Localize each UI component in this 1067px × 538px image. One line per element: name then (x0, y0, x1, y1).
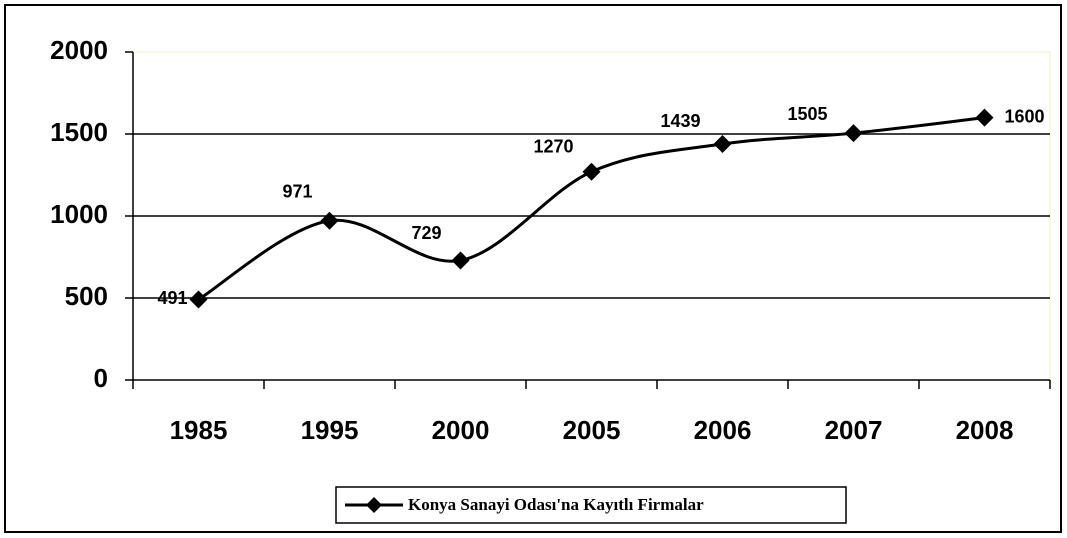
y-tick-label: 2000 (50, 35, 108, 65)
data-label: 1439 (660, 111, 700, 131)
y-tick-label: 500 (65, 281, 108, 311)
data-label: 971 (282, 182, 312, 202)
chart-border (4, 4, 1062, 533)
legend-marker (366, 497, 382, 513)
legend-label: Konya Sanayi Odası'na Kayıtlı Firmalar (408, 495, 704, 514)
legend-box (335, 486, 847, 524)
x-tick-label: 2007 (825, 415, 883, 445)
data-point (320, 211, 339, 230)
data-label: 729 (411, 223, 441, 243)
x-tick-label: 1985 (170, 415, 228, 445)
y-tick-label: 0 (94, 363, 108, 393)
y-tick-label: 1500 (50, 117, 108, 147)
data-point (844, 124, 863, 143)
y-tick-label: 1000 (50, 199, 108, 229)
data-label: 1600 (1005, 106, 1045, 126)
data-point (582, 162, 601, 181)
data-point (713, 135, 732, 154)
x-tick-label: 2005 (563, 415, 621, 445)
data-point (189, 290, 208, 309)
data-point (975, 108, 994, 127)
data-point (451, 251, 470, 270)
data-label: 1270 (533, 136, 573, 156)
x-tick-label: 1995 (301, 415, 359, 445)
x-tick-label: 2000 (432, 415, 490, 445)
data-label: 1505 (787, 104, 827, 124)
x-tick-label: 2006 (694, 415, 752, 445)
x-tick-label: 2008 (956, 415, 1014, 445)
data-label: 491 (157, 288, 187, 308)
